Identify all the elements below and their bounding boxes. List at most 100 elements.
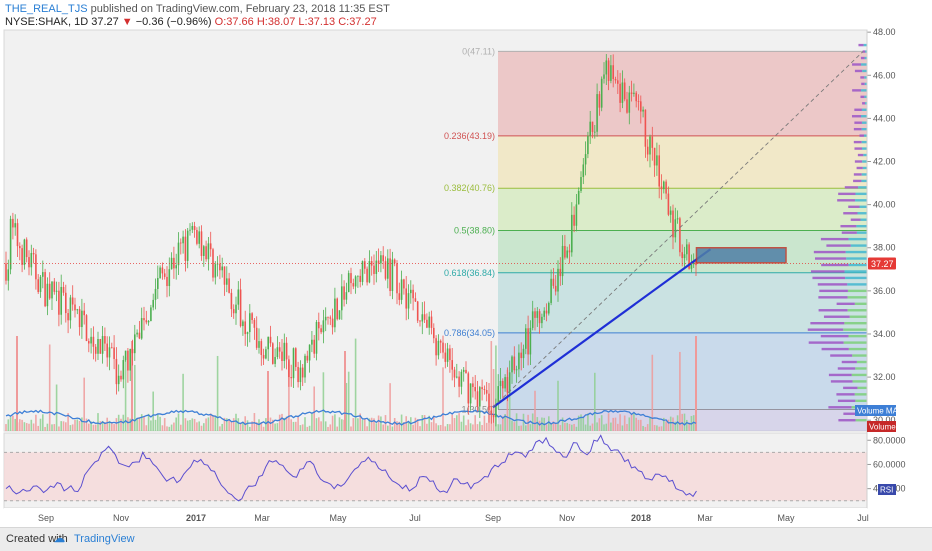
candle-body: [449, 348, 451, 361]
volume-bar: [216, 355, 219, 431]
volume-bar: [380, 416, 382, 431]
candle-body: [658, 155, 660, 187]
tradingview-brand[interactable]: TradingView: [74, 533, 135, 545]
candle-body: [354, 276, 357, 287]
candle-body: [154, 288, 157, 300]
volume-bar: [612, 417, 614, 431]
candle-body: [193, 226, 196, 230]
volume-bar: [495, 345, 497, 431]
volume-profile-bar: [863, 43, 867, 47]
volume-bar: [375, 423, 378, 431]
candle-body: [85, 315, 88, 342]
candle-body: [421, 314, 424, 322]
candle-body: [515, 369, 518, 371]
tradingview-logo-icon[interactable]: ☁: [54, 533, 65, 545]
candle-body: [170, 257, 173, 270]
volume-profile-bar: [850, 244, 867, 247]
fibonacci-retracement[interactable]: 0(47.11) 0.236(43.19) 0.382(40.76) 0.5(38.8…: [444, 46, 867, 431]
volume-profile-bar: [837, 367, 856, 370]
volume-bar: [92, 424, 95, 431]
volume-bar: [389, 383, 391, 431]
volume-bar: [520, 425, 522, 431]
volume-bar: [458, 413, 460, 431]
candle-body: [377, 260, 380, 264]
candle-body: [69, 297, 72, 321]
volume-profile-bar: [813, 250, 846, 254]
candle-body: [35, 254, 37, 280]
candle-body: [253, 319, 256, 328]
candle-body: [686, 244, 688, 255]
volume-bar: [430, 422, 433, 431]
volume-bar: [115, 418, 118, 431]
volume-profile-bar: [863, 134, 867, 137]
volume-bar: [414, 417, 417, 431]
volume-bar: [580, 414, 582, 431]
volume-bar: [596, 422, 598, 431]
volume-bar: [474, 415, 476, 431]
volume-profile-bar: [847, 289, 867, 293]
candle-body: [115, 358, 118, 385]
volume-bar: [274, 423, 276, 431]
price-tick-label: 46.00: [873, 70, 896, 80]
candle-body: [327, 316, 329, 318]
volume-bar: [14, 418, 16, 431]
volume-bar: [456, 415, 458, 431]
volume-bar: [387, 425, 389, 431]
drawings[interactable]: [4, 51, 867, 409]
candle-body: [534, 311, 536, 318]
volume-bar: [55, 384, 58, 431]
volume-bar: [5, 424, 7, 431]
candle-body: [598, 94, 601, 108]
volume-profile-bar: [840, 224, 857, 228]
rsi-tick-label: 80.0000: [873, 435, 906, 445]
candle-body: [283, 342, 286, 361]
candle-body: [186, 230, 189, 261]
rsi-badge: [878, 484, 896, 495]
volume-bar: [617, 423, 619, 431]
volume-bar: [25, 423, 28, 431]
candle-body: [525, 328, 527, 349]
volume-bar: [140, 414, 143, 431]
volume-bar: [341, 419, 343, 431]
candle-body: [306, 355, 309, 361]
volume-bar: [548, 416, 550, 431]
volume-bar: [230, 421, 233, 431]
author-link[interactable]: THE_REAL_TJS: [5, 3, 88, 15]
volume-bar: [531, 413, 534, 431]
candle-body: [16, 223, 19, 247]
volume-bar: [272, 419, 274, 431]
volume-profile-bar: [808, 341, 844, 344]
volume-profile-bar: [820, 334, 849, 338]
volume-bar: [469, 423, 472, 431]
candle-body: [244, 321, 246, 335]
volume-bar: [170, 424, 173, 431]
volume-profile-bar: [843, 412, 858, 415]
chart-svg[interactable]: 0(47.11) 0.236(43.19) 0.382(40.76) 0.5(38.8…: [0, 0, 932, 527]
volume-bar: [361, 419, 364, 431]
volume-bar: [189, 420, 191, 431]
candle-body: [479, 387, 481, 407]
time-tick-label: May: [329, 513, 347, 523]
candle-body: [55, 290, 58, 292]
volume-profile-bar: [865, 102, 867, 105]
candle-body: [53, 281, 56, 292]
last-price-badge: [868, 257, 896, 270]
volume-bar: [235, 413, 237, 431]
volume-bar: [377, 415, 380, 431]
candle-body: [492, 414, 495, 418]
time-axis[interactable]: [4, 508, 867, 526]
volume-bar: [101, 420, 104, 431]
candle-body: [554, 285, 557, 292]
candle-body: [78, 309, 81, 328]
volume-bar: [672, 417, 674, 431]
volume-profile-bar: [864, 76, 867, 79]
volume-bar: [329, 424, 332, 431]
volume-bar: [621, 425, 624, 431]
volume-bar: [265, 418, 267, 431]
fib-zone: [498, 332, 867, 410]
volume-profile-bar: [844, 186, 859, 189]
volume-profile-bar: [855, 419, 867, 422]
candle-body: [628, 92, 631, 113]
candle-body: [483, 389, 486, 391]
volume-bar: [398, 421, 401, 431]
